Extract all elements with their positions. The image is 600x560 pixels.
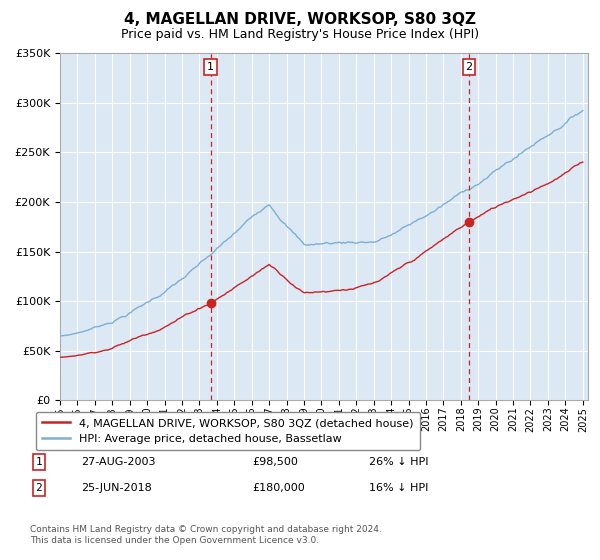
Text: 26% ↓ HPI: 26% ↓ HPI [369, 457, 428, 467]
Text: 1: 1 [207, 62, 214, 72]
Text: £98,500: £98,500 [252, 457, 298, 467]
Legend: 4, MAGELLAN DRIVE, WORKSOP, S80 3QZ (detached house), HPI: Average price, detach: 4, MAGELLAN DRIVE, WORKSOP, S80 3QZ (det… [35, 412, 420, 450]
Text: 4, MAGELLAN DRIVE, WORKSOP, S80 3QZ: 4, MAGELLAN DRIVE, WORKSOP, S80 3QZ [124, 12, 476, 27]
Text: Contains HM Land Registry data © Crown copyright and database right 2024.
This d: Contains HM Land Registry data © Crown c… [30, 525, 382, 545]
Text: 27-AUG-2003: 27-AUG-2003 [81, 457, 155, 467]
Text: 16% ↓ HPI: 16% ↓ HPI [369, 483, 428, 493]
Text: 2: 2 [35, 483, 43, 493]
Text: 2: 2 [466, 62, 473, 72]
Text: 25-JUN-2018: 25-JUN-2018 [81, 483, 152, 493]
Text: 1: 1 [35, 457, 43, 467]
Text: Price paid vs. HM Land Registry's House Price Index (HPI): Price paid vs. HM Land Registry's House … [121, 28, 479, 41]
Text: £180,000: £180,000 [252, 483, 305, 493]
